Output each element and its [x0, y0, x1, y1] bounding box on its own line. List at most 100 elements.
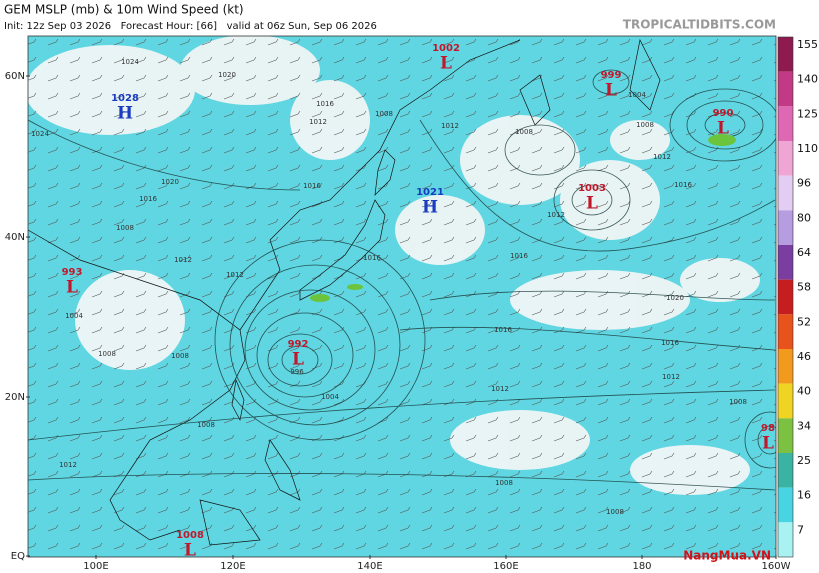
pressure-center-letter: L	[605, 81, 617, 101]
colorbar-label: 40	[797, 385, 811, 398]
pressure-center-value: 1003	[578, 183, 606, 194]
colorbar-label: 46	[797, 350, 811, 363]
colorbar-label: 110	[797, 142, 818, 155]
isobar-label: 1024	[121, 58, 139, 66]
isobar-label: 1012	[662, 373, 680, 381]
colorbar-swatch	[778, 175, 793, 211]
latitude-label: 40N	[5, 232, 25, 243]
isobar-label: 1012	[491, 385, 509, 393]
latitude-label: 60N	[5, 71, 25, 82]
isobar-label: 996	[290, 368, 304, 376]
pressure-center-value: 1021	[416, 187, 444, 198]
isobar-label: 1012	[653, 153, 671, 161]
pressure-center-value: 993	[62, 267, 83, 278]
title: GEM MSLP (mb) & 10m Wind Speed (kt)	[4, 3, 244, 17]
colorbar-swatch	[778, 141, 793, 176]
colorbar-label: 34	[797, 419, 811, 432]
longitude-label: 180	[632, 561, 651, 572]
isobar-label: 1012	[441, 122, 459, 130]
colorbar-label: 96	[797, 177, 811, 190]
colorbar-swatch	[778, 453, 793, 488]
pressure-center-value: 1002	[432, 43, 460, 54]
colorbar-label: 155	[797, 38, 818, 51]
isobar-label: 1012	[226, 271, 244, 279]
map-area: 1020 1016 1012 1008 1012 1008 1004 1008 1012 1016…	[28, 36, 776, 561]
pressure-center-letter: L	[66, 278, 78, 298]
isobar-label: 1016	[139, 195, 157, 203]
longitude-label: 160E	[493, 561, 518, 572]
colorbar-swatch	[778, 522, 793, 557]
high-wind-patches	[310, 134, 736, 302]
isobars	[28, 69, 776, 491]
isobar-label: 1012	[59, 461, 77, 469]
pressure-center-letter: L	[762, 434, 774, 454]
colorbar-frame	[777, 36, 794, 558]
isobar-label: 1012	[547, 211, 565, 219]
isobar-label: 1020	[666, 294, 684, 302]
isobar-label: 1004	[321, 393, 339, 401]
coastlines	[28, 38, 661, 546]
isobar-label: 1012	[309, 118, 327, 126]
isobar-label: 1004	[65, 312, 83, 320]
logo: NangMua.VN	[683, 549, 771, 563]
isobar-label: 1008	[606, 508, 624, 516]
pressure-center-letter: H	[422, 198, 438, 218]
isobar-label: 1008	[197, 421, 215, 429]
colorbar-swatch	[778, 487, 793, 523]
pressure-center-letter: L	[292, 350, 304, 370]
colorbar-swatch	[778, 106, 793, 141]
pressure-center-letter: L	[717, 119, 729, 139]
longitude-label: 140E	[357, 561, 382, 572]
subtitle: Init: 12z Sep 03 2026 Forecast Hour: [66…	[4, 21, 377, 32]
colorbar-swatch	[778, 279, 793, 315]
longitude-label: 100E	[83, 561, 108, 572]
isobar-label: 1016	[494, 326, 512, 334]
colorbar-label: 25	[797, 454, 811, 467]
colorbar-label: 140	[797, 73, 818, 86]
colorbar-label: 64	[797, 246, 811, 259]
colorbar-label: 52	[797, 315, 811, 328]
colorbar-swatch	[778, 245, 793, 280]
colorbar-label: 125	[797, 107, 818, 120]
isobar-label: 1020	[218, 71, 236, 79]
isobar-label: 1008	[495, 479, 513, 487]
isobar-label: 1004	[628, 91, 646, 99]
colorbar-label: 7	[797, 523, 804, 536]
longitude-label: 160W	[762, 561, 791, 572]
isobar-label: 1008	[636, 121, 654, 129]
colorbar-label: 58	[797, 281, 811, 294]
isobar-label: 1008	[116, 224, 134, 232]
colorbar-swatch	[778, 71, 793, 107]
pressure-center-letter: L	[440, 54, 452, 74]
isobar-label: 1016	[303, 182, 321, 190]
latitude-label: EQ	[11, 551, 25, 562]
isobar-label: 1016	[661, 339, 679, 347]
isobar-label: 1024	[31, 130, 49, 138]
latitude-label: 20N	[5, 392, 25, 403]
pressure-center-value: 1008	[176, 530, 204, 541]
pressure-center-letter: L	[586, 194, 598, 214]
isobar-label: 1008	[729, 398, 747, 406]
isobar-label: 1016	[674, 181, 692, 189]
colorbar-swatch	[778, 314, 793, 349]
isobar-label: 1016	[363, 254, 381, 262]
colorbar-swatch	[778, 37, 793, 72]
pressure-center-letter: H	[117, 104, 133, 124]
pressure-center-letter: L	[184, 541, 196, 561]
isobar-label: 1016	[510, 252, 528, 260]
longitude-label: 120E	[220, 561, 245, 572]
colorbar-label: 16	[797, 489, 811, 502]
isobar-label: 1012	[174, 256, 192, 264]
isobar-label: 1008	[98, 350, 116, 358]
watermark: TROPICALTIDBITS.COM	[623, 18, 776, 32]
isobar-label: 1008	[515, 128, 533, 136]
colorbar-swatch	[778, 383, 793, 419]
wind-barbs	[28, 36, 776, 557]
colorbar-swatch	[778, 349, 793, 384]
isobar-label: 1020	[161, 178, 179, 186]
pressure-center-value: 990	[713, 108, 734, 119]
pressure-center-value: 992	[288, 339, 309, 350]
pressure-center-value: 999	[601, 70, 622, 81]
map-frame	[27, 35, 777, 558]
